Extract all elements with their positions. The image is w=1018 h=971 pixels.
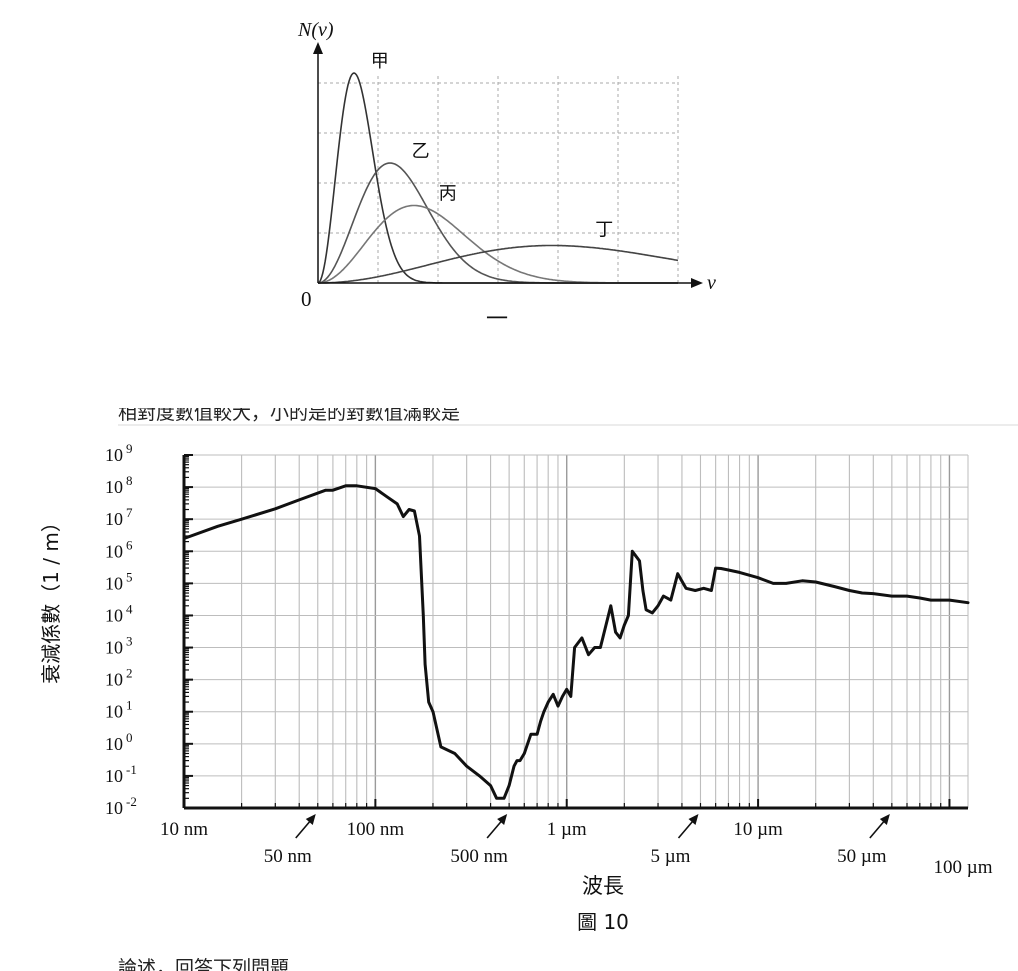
bottom-tick-marks (182, 454, 968, 810)
top-origin-label: 0 (301, 287, 312, 311)
bottom-series-line (182, 484, 970, 800)
top-curve-label: 乙 (412, 141, 430, 162)
bottom-series (182, 484, 970, 800)
bottom-caption: 圖 10 (577, 910, 629, 934)
bottom-grid (183, 454, 969, 809)
bottom-y-tick-label: 10 6 (105, 537, 133, 561)
bottom-y-tick-label: 10 8 (105, 473, 133, 497)
bottom-y-tick-label: 10 5 (105, 569, 133, 593)
bottom-y-tick-label: 10 3 (105, 634, 133, 658)
bottom-x-tick-label: 10 µm (733, 819, 783, 840)
top-xlabel: v (707, 272, 716, 294)
bottom-y-tick-label: 10 -1 (105, 762, 137, 786)
bottom-arrowhead (688, 814, 699, 825)
bottom-y-tick-label: 10 -2 (105, 794, 137, 818)
bottom-wavelength-arrows: 50 nm 500 nm 5 µm 50 µm (264, 814, 890, 867)
bottom-x-tick-label: 10 nm (160, 819, 208, 840)
bottom-arrowhead (879, 814, 890, 825)
top-curve-label: 丁 (595, 220, 613, 241)
bottom-y-tick-label: 10 1 (105, 698, 133, 722)
top-x-axis-arrowhead (691, 278, 703, 288)
bottom-y-tick-label: 10 7 (105, 505, 133, 529)
bottom-arrow-label: 50 µm (837, 846, 887, 867)
bottom-arrowhead (305, 814, 316, 825)
bottom-y-tick-label: 10 0 (105, 730, 133, 754)
top-caption: 一 (486, 307, 508, 332)
bottom-y-tick-label: 10 2 (105, 666, 133, 690)
top-curve-label: 甲 (371, 51, 389, 72)
top-curve-丁 (318, 244, 679, 284)
bottom-x-tick-label: 100 nm (347, 819, 405, 840)
bottom-x-tick-label: 100 µm (934, 857, 993, 878)
bottom-x-tick-label: 1 µm (547, 819, 587, 840)
top-ylabel: N(v) (297, 19, 334, 41)
bottom-arrowhead (497, 814, 508, 825)
bottom-y-tick-label: 10 4 (105, 601, 133, 625)
cut-text-top: 相對度數值較大，小的是的對數值滿較是 (118, 408, 1018, 426)
bottom-ylabel: 衰減係數（1 / m） (39, 512, 63, 684)
bottom-arrow-label: 500 nm (450, 846, 508, 867)
bottom-arrow-label: 50 nm (264, 846, 312, 867)
top-y-axis-arrowhead (313, 42, 323, 54)
top-curve-label: 丙 (439, 184, 457, 205)
bottom-xlabel: 波長 (582, 874, 624, 898)
cut-text-top-content: 相對度數值較大，小的是的對數值滿較是 (118, 408, 461, 424)
bottom-arrow-label: 5 µm (650, 846, 690, 867)
bottom-y-tick-label: 10 9 (105, 441, 133, 465)
bottom-x-tick-labels: 10 nm 100 nm 1 µm 10 µm 100 µm (160, 819, 993, 878)
